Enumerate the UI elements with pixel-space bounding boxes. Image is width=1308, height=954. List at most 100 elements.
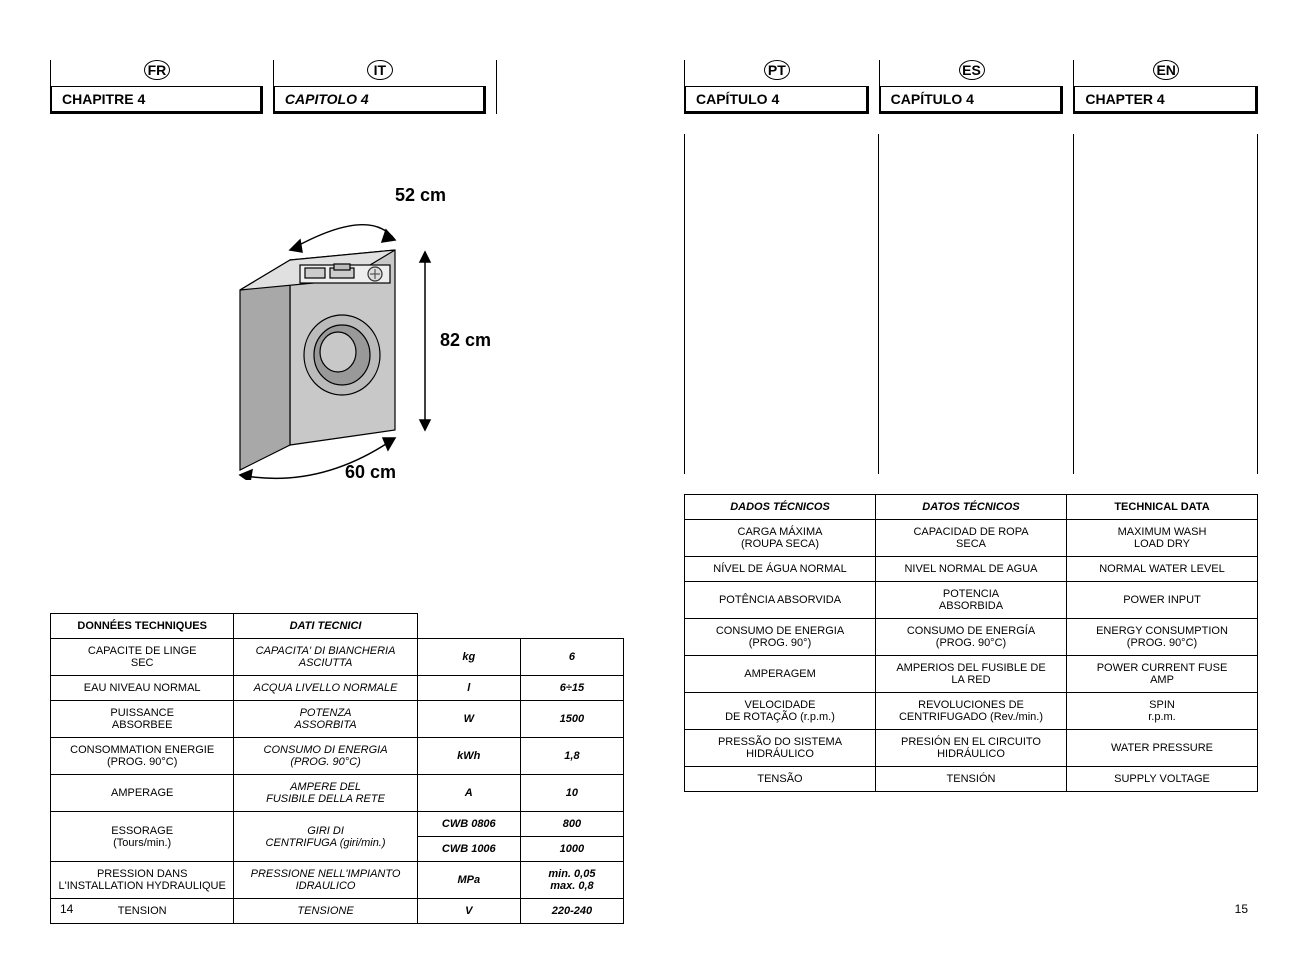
right-page: PT CAPÍTULO 4 ES CAPÍTULO 4 EN CHAPTER 4… (654, 60, 1258, 924)
table-row: POTÊNCIA ABSORVIDA POTENCIA ABSORBIDA PO… (685, 582, 1258, 619)
left-page: FR CHAPITRE 4 IT CAPITOLO 4 (50, 60, 654, 924)
rule (684, 134, 868, 474)
chapter-box: CAPÍTULO 4 (685, 86, 869, 114)
cell: TENSION (51, 899, 234, 924)
cell: CONSUMO DE ENERGIA (PROG. 90°) (685, 619, 876, 656)
cell: AMPERIOS DEL FUSIBLE DE LA RED (876, 656, 1067, 693)
chapter-box: CAPÍTULO 4 (880, 86, 1064, 114)
cell: POTENZA ASSORBITA (234, 701, 417, 738)
th-pt: DADOS TÉCNICOS (685, 495, 876, 520)
cell: PRESSÃO DO SISTEMA HIDRÁULICO (685, 730, 876, 767)
table-row: AMPERAGEM AMPERIOS DEL FUSIBLE DE LA RED… (685, 656, 1258, 693)
cell: 1000 (520, 837, 623, 862)
cell: V (417, 899, 520, 924)
chapter-box: CHAPTER 4 (1074, 86, 1258, 114)
table-row: TENSÃO TENSIÓN SUPPLY VOLTAGE (685, 767, 1258, 792)
th-es: DATOS TÉCNICOS (876, 495, 1067, 520)
cell: SPIN r.p.m. (1067, 693, 1258, 730)
cell: ENERGY CONSUMPTION (PROG. 90°C) (1067, 619, 1258, 656)
table-row: ESSORAGE (Tours/min.) GIRI DI CENTRIFUGA… (51, 812, 624, 837)
lang-col-fr: FR CHAPITRE 4 (50, 60, 263, 114)
cell: CONSOMMATION ENERGIE (PROG. 90°C) (51, 738, 234, 775)
lang-col-it: IT CAPITOLO 4 (273, 60, 486, 114)
cell: 220-240 (520, 899, 623, 924)
cell: POTÊNCIA ABSORVIDA (685, 582, 876, 619)
lang-badge: ES (959, 60, 985, 80)
cell: kg (417, 639, 520, 676)
chapter-box: CAPITOLO 4 (274, 86, 486, 114)
lang-headers-right: PT CAPÍTULO 4 ES CAPÍTULO 4 EN CHAPTER 4 (684, 60, 1258, 114)
spacer (496, 60, 624, 114)
th-en: TECHNICAL DATA (1067, 495, 1258, 520)
cell: NÍVEL DE ÁGUA NORMAL (685, 557, 876, 582)
cell: VELOCIDADE DE ROTAÇÃO (r.p.m.) (685, 693, 876, 730)
table-row: CAPACITE DE LINGE SEC CAPACITA' DI BIANC… (51, 639, 624, 676)
cell: PRESSIONE NELL'IMPIANTO IDRAULICO (234, 862, 417, 899)
cell: AMPERE DEL FUSIBILE DELLA RETE (234, 775, 417, 812)
cell: PUISSANCE ABSORBEE (51, 701, 234, 738)
dim-depth: 52 cm (395, 185, 446, 206)
dim-height: 82 cm (440, 330, 491, 351)
cell: CWB 0806 (417, 812, 520, 837)
table-row: CARGA MÁXIMA (ROUPA SECA) CAPACIDAD DE R… (685, 520, 1258, 557)
page-number-left: 14 (60, 902, 73, 916)
cell: A (417, 775, 520, 812)
cell: TENSIONE (234, 899, 417, 924)
cell: CAPACITE DE LINGE SEC (51, 639, 234, 676)
table-row: VELOCIDADE DE ROTAÇÃO (r.p.m.) REVOLUCIO… (685, 693, 1258, 730)
rule (878, 134, 1062, 474)
table-row: AMPERAGE AMPERE DEL FUSIBILE DELLA RETE … (51, 775, 624, 812)
cell: min. 0,05 max. 0,8 (520, 862, 623, 899)
table-row: CONSOMMATION ENERGIE (PROG. 90°C) CONSUM… (51, 738, 624, 775)
page-spread: FR CHAPITRE 4 IT CAPITOLO 4 (0, 0, 1308, 954)
right-table: DADOS TÉCNICOS DATOS TÉCNICOS TECHNICAL … (684, 494, 1258, 792)
tech-table-left: DONNÉES TECHNIQUES DATI TECNICI CAPACITE… (50, 613, 624, 924)
cell: AMPERAGE (51, 775, 234, 812)
table-row: PUISSANCE ABSORBEE POTENZA ASSORBITA W 1… (51, 701, 624, 738)
cell: MPa (417, 862, 520, 899)
cell: CONSUMO DI ENERGIA (PROG. 90°C) (234, 738, 417, 775)
page-number-right: 15 (1235, 902, 1248, 916)
left-table: DONNÉES TECHNIQUES DATI TECNICI CAPACITE… (50, 613, 624, 924)
table-row: PRESSION DANS L'INSTALLATION HYDRAULIQUE… (51, 862, 624, 899)
th-empty (417, 614, 520, 639)
cell: CWB 1006 (417, 837, 520, 862)
rule (1073, 134, 1258, 474)
cell: ESSORAGE (Tours/min.) (51, 812, 234, 862)
th-fr: DONNÉES TECHNIQUES (51, 614, 234, 639)
lang-badge: IT (367, 60, 393, 80)
lang-badge: FR (144, 60, 170, 80)
cell: CAPACITA' DI BIANCHERIA ASCIUTTA (234, 639, 417, 676)
cell: PRESIÓN EN EL CIRCUITO HIDRÁULICO (876, 730, 1067, 767)
cell: l (417, 676, 520, 701)
lang-col-es: ES CAPÍTULO 4 (879, 60, 1064, 114)
cell: 1500 (520, 701, 623, 738)
th-it: DATI TECNICI (234, 614, 417, 639)
table-row: PRESSÃO DO SISTEMA HIDRÁULICO PRESIÓN EN… (685, 730, 1258, 767)
cell: POTENCIA ABSORBIDA (876, 582, 1067, 619)
cell: POWER INPUT (1067, 582, 1258, 619)
cell: AMPERAGEM (685, 656, 876, 693)
column-rules (684, 134, 1258, 474)
cell: 10 (520, 775, 623, 812)
cell: EAU NIVEAU NORMAL (51, 676, 234, 701)
lang-badge: PT (764, 60, 790, 80)
cell: CARGA MÁXIMA (ROUPA SECA) (685, 520, 876, 557)
washer-illustration: 52 cm 82 cm 60 cm (230, 180, 550, 480)
dim-width: 60 cm (345, 462, 396, 483)
cell: 1,8 (520, 738, 623, 775)
lang-col-pt: PT CAPÍTULO 4 (684, 60, 869, 114)
cell: TENSIÓN (876, 767, 1067, 792)
tech-table-right: DADOS TÉCNICOS DATOS TÉCNICOS TECHNICAL … (684, 494, 1258, 792)
cell: TENSÃO (685, 767, 876, 792)
cell: REVOLUCIONES DE CENTRIFUGADO (Rev./min.) (876, 693, 1067, 730)
cell: WATER PRESSURE (1067, 730, 1258, 767)
lang-headers-left: FR CHAPITRE 4 IT CAPITOLO 4 (50, 60, 624, 114)
table-row: CONSUMO DE ENERGIA (PROG. 90°) CONSUMO D… (685, 619, 1258, 656)
cell: SUPPLY VOLTAGE (1067, 767, 1258, 792)
cell: W (417, 701, 520, 738)
cell: ACQUA LIVELLO NORMALE (234, 676, 417, 701)
cell: kWh (417, 738, 520, 775)
cell: NORMAL WATER LEVEL (1067, 557, 1258, 582)
cell: POWER CURRENT FUSE AMP (1067, 656, 1258, 693)
